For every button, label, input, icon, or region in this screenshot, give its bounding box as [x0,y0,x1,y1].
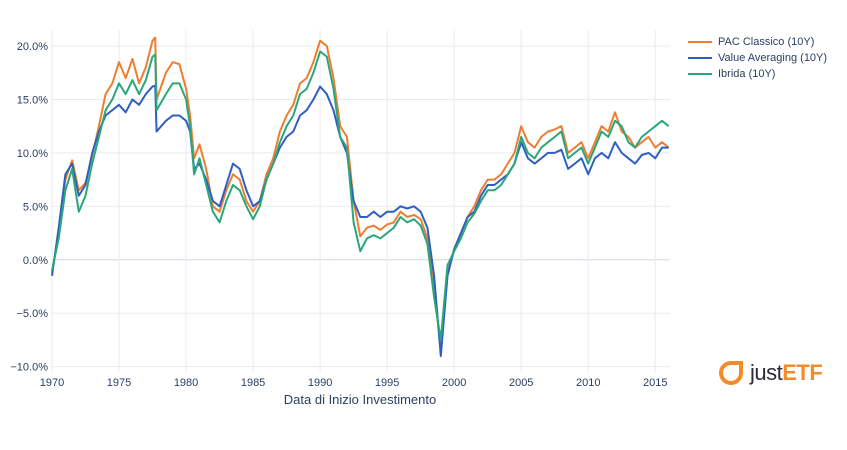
x-tick-label: 1970 [40,377,64,389]
legend-item-pac[interactable]: PAC Classico (10Y) [688,34,827,50]
x-tick-label: 1975 [107,377,131,389]
legend-label-pac: PAC Classico (10Y) [718,36,815,48]
y-tick-label: 5.0% [23,201,48,213]
legend-item-ibrida[interactable]: Ibrida (10Y) [688,66,827,82]
y-tick-label: 0.0% [23,255,48,267]
y-tick-label: 10.0% [17,148,48,160]
justetf-logo-text: justETF [750,360,823,386]
legend-swatch-pac [688,41,712,43]
legend-swatch-value-averaging [688,57,712,59]
justetf-logo-icon [719,360,744,385]
x-tick-label: 2000 [442,377,466,389]
legend-swatch-ibrida [688,73,712,75]
y-tick-label: −5.0% [17,308,49,320]
legend-item-value-averaging[interactable]: Value Averaging (10Y) [688,50,827,66]
x-axis-title: Data di Inizio Investimento [284,392,436,407]
x-tick-label: 1990 [308,377,332,389]
x-tick-label: 2015 [643,377,667,389]
x-tick-label: 2010 [576,377,600,389]
x-tick-label: 1985 [241,377,265,389]
justetf-logo: justETF [718,360,823,386]
series-line-ibrida[interactable] [51,50,670,341]
series-line-value-averaging[interactable] [51,84,669,357]
legend-label-value-averaging: Value Averaging (10Y) [718,52,828,64]
y-tick-label: −10.0% [10,362,48,374]
brand-prefix: just [750,360,783,385]
x-tick-label: 1980 [174,377,198,389]
x-tick-label: 1995 [375,377,399,389]
y-tick-label: 15.0% [17,94,48,106]
x-tick-label: 2005 [509,377,533,389]
brand-strong: ETF [782,360,823,385]
legend: PAC Classico (10Y) Value Averaging (10Y)… [688,34,827,82]
series-lines [51,36,670,357]
axes: −10.0% −5.0% 0.0% 5.0% 10.0% 15.0% 20.0% 1970 19… [10,41,667,389]
legend-label-ibrida: Ibrida (10Y) [718,68,776,80]
y-tick-label: 20.0% [17,41,48,53]
